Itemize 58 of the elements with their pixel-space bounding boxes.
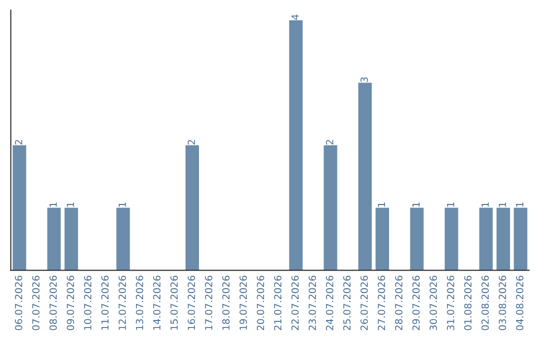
x-tick-label: 02.08.2026 [481, 276, 489, 330]
data-label: 1 [50, 202, 57, 207]
x-tick-label: 26.07.2026 [360, 276, 368, 330]
x-tick-label: 29.07.2026 [412, 276, 420, 330]
bar [64, 208, 78, 270]
data-label: 1 [516, 202, 524, 207]
data-label: 1 [118, 202, 126, 207]
x-tick-label: 06.07.2026 [14, 276, 22, 330]
bar [376, 208, 390, 270]
x-tick-label: 18.07.2026 [222, 276, 230, 330]
x-tick-label: 07.07.2026 [32, 276, 40, 330]
data-label: 1 [66, 202, 74, 207]
x-tick-label: 25.07.2026 [343, 276, 351, 330]
x-tick-label: 12.07.2026 [118, 276, 126, 330]
bar [514, 208, 528, 270]
data-label: 2 [14, 140, 22, 145]
x-tick-label: 04.08.2026 [516, 276, 524, 330]
x-tick-label: 27.07.2026 [378, 276, 386, 330]
x-tick-label: 28.07.2026 [395, 276, 402, 330]
bar [358, 82, 372, 270]
x-tick-label: 17.07.2026 [204, 276, 212, 330]
bar [47, 208, 61, 270]
bar [479, 208, 493, 270]
x-tick-label: 01.08.2026 [464, 276, 472, 330]
bar [116, 208, 130, 270]
x-tick-label: 21.07.2026 [274, 276, 282, 330]
x-tick-label: 10.07.2026 [84, 276, 92, 330]
bar [444, 208, 458, 270]
x-tick-label: 16.07.2026 [188, 276, 196, 330]
x-tick-label: 03.08.2026 [498, 276, 506, 330]
data-label: 1 [498, 202, 506, 207]
x-tick-label: 15.07.2026 [170, 276, 178, 330]
bar [324, 145, 338, 270]
x-tick-label: 11.07.2026 [101, 276, 109, 330]
data-label: 1 [412, 202, 420, 207]
x-tick-label: 09.07.2026 [66, 276, 74, 330]
data-label: 2 [188, 140, 195, 145]
x-tick-label: 22.07.2026 [291, 276, 299, 330]
x-tick-label: 24.07.2026 [326, 276, 334, 330]
data-label: 1 [482, 202, 489, 207]
data-label: 2 [326, 140, 334, 145]
data-label: 4 [292, 14, 299, 20]
bar [12, 145, 26, 270]
x-tick-label: 20.07.2026 [256, 276, 264, 330]
x-tick-label: 31.07.2026 [446, 276, 454, 330]
data-label: 1 [378, 202, 386, 207]
x-tick-label: 14.07.2026 [153, 276, 160, 330]
x-tick-label: 13.07.2026 [136, 276, 144, 330]
x-tick-label: 30.07.2026 [430, 276, 437, 330]
x-tick-label: 19.07.2026 [240, 276, 247, 330]
data-label: 1 [447, 202, 454, 207]
x-tick-label: 23.07.2026 [308, 276, 316, 330]
bar [186, 145, 199, 270]
x-tick-label: 08.07.2026 [49, 276, 57, 330]
bar [410, 208, 424, 270]
data-label: 3 [360, 77, 368, 82]
bar [496, 208, 510, 270]
bar [289, 20, 303, 270]
